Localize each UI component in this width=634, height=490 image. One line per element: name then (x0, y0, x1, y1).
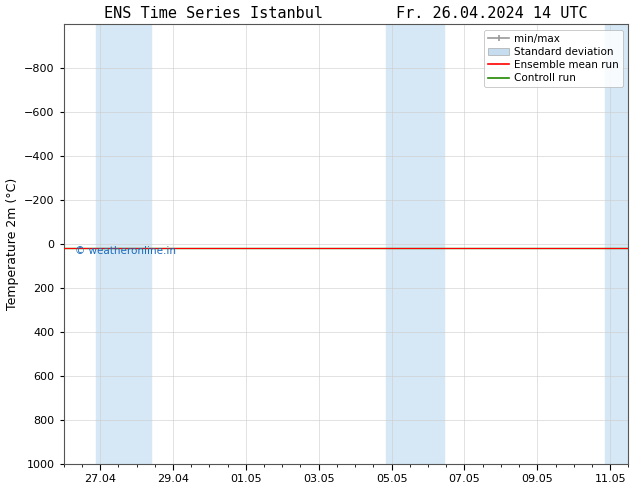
Bar (415, 24, 444, 464)
Y-axis label: Temperature 2m (°C): Temperature 2m (°C) (6, 178, 18, 310)
Bar (605, 24, 628, 464)
Title: ENS Time Series Istanbul        Fr. 26.04.2024 14 UTC: ENS Time Series Istanbul Fr. 26.04.2024 … (104, 5, 588, 21)
Bar (124, 24, 151, 464)
Bar (96, 24, 124, 464)
Bar (386, 24, 415, 464)
Text: © weatheronline.in: © weatheronline.in (75, 246, 176, 256)
Legend: min/max, Standard deviation, Ensemble mean run, Controll run: min/max, Standard deviation, Ensemble me… (484, 30, 623, 87)
